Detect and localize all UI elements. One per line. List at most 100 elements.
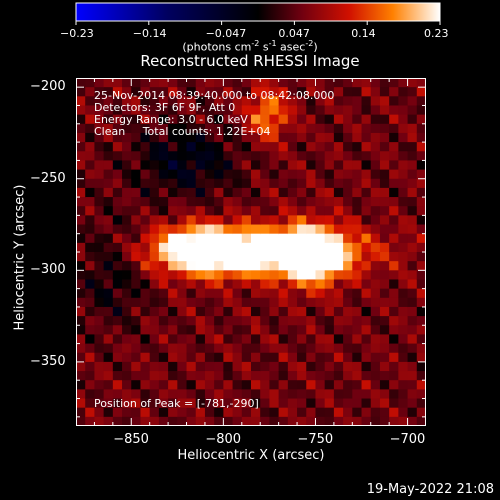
- heatmap-cell: [168, 261, 178, 271]
- heatmap-cell: [103, 187, 114, 198]
- heatmap-cell: [131, 270, 142, 281]
- heatmap-cell: [112, 197, 123, 207]
- heatmap-cell: [103, 160, 114, 171]
- heatmap-cell: [287, 123, 298, 134]
- heatmap-cell: [214, 389, 224, 400]
- heatmap-cell: [103, 123, 114, 134]
- heatmap-cell: [269, 215, 280, 226]
- heatmap-cell: [306, 261, 317, 271]
- heatmap-cell: [416, 169, 426, 180]
- heatmap-cell: [416, 306, 426, 317]
- heatmap-cell: [297, 380, 307, 390]
- heatmap-cell: [122, 142, 132, 152]
- heatmap-cell: [186, 380, 197, 390]
- heatmap-cell: [232, 233, 243, 244]
- heatmap-cell: [306, 389, 317, 400]
- heatmap-cell: [204, 297, 215, 308]
- heatmap-cell: [241, 114, 252, 125]
- heatmap-cell: [343, 371, 353, 381]
- heatmap-cell: [168, 306, 178, 317]
- heatmap-cell: [103, 416, 114, 426]
- heatmap-cell: [214, 416, 224, 426]
- heatmap-cell: [315, 105, 326, 116]
- heatmap-cell: [315, 407, 326, 418]
- heatmap-cell: [76, 78, 86, 88]
- heatmap-cell: [103, 270, 114, 281]
- heatmap-cell: [324, 151, 335, 162]
- heatmap-cell: [232, 224, 243, 235]
- heatmap-cell: [112, 334, 123, 345]
- heatmap-cell: [158, 242, 169, 253]
- heatmap-cell: [306, 215, 317, 226]
- heatmap-cell: [223, 380, 234, 390]
- heatmap-cell: [168, 169, 178, 180]
- heatmap-cell: [223, 352, 234, 363]
- heatmap-cell: [232, 270, 243, 281]
- heatmap-cell: [361, 114, 372, 125]
- heatmap-cell: [361, 169, 372, 180]
- heatmap-cell: [416, 261, 426, 271]
- heatmap-cell: [297, 142, 307, 152]
- heatmap-cell: [333, 389, 344, 400]
- heatmap-cell: [315, 343, 326, 354]
- heatmap-cell: [168, 270, 178, 281]
- heatmap-cell: [112, 242, 123, 253]
- heatmap-cell: [168, 160, 178, 171]
- heatmap-cell: [149, 169, 160, 180]
- heatmap-cell: [186, 215, 197, 226]
- heatmap-cell: [407, 252, 418, 262]
- heatmap-cell: [260, 78, 271, 88]
- heatmap-cell: [131, 114, 142, 125]
- heatmap-cell: [269, 261, 280, 271]
- heatmap-cell: [251, 160, 261, 171]
- heatmap-cell: [140, 407, 151, 418]
- heatmap-cell: [379, 197, 390, 207]
- heatmap-cell: [85, 114, 96, 125]
- heatmap-cell: [287, 352, 298, 363]
- heatmap-cell: [389, 297, 399, 308]
- heatmap-cell: [112, 279, 123, 290]
- heatmap-cell: [260, 270, 271, 281]
- heatmap-cell: [324, 389, 335, 400]
- heatmap-cell: [379, 279, 390, 290]
- heatmap-cell: [122, 398, 132, 409]
- heatmap-cell: [407, 343, 418, 354]
- heatmap-cell: [94, 160, 105, 171]
- heatmap-cell: [361, 123, 372, 134]
- heatmap-cell: [389, 123, 399, 134]
- heatmap-cell: [94, 371, 105, 381]
- heatmap-cell: [260, 297, 271, 308]
- heatmap-cell: [204, 96, 215, 107]
- heatmap-cell: [333, 297, 344, 308]
- heatmap-cell: [306, 123, 317, 134]
- heatmap-cell: [112, 114, 123, 125]
- heatmap-cell: [269, 380, 280, 390]
- heatmap-cell: [241, 197, 252, 207]
- heatmap-cell: [287, 215, 298, 226]
- heatmap-cell: [398, 87, 409, 97]
- heatmap-cell: [177, 407, 188, 418]
- heatmap-cell: [85, 242, 96, 253]
- heatmap-cell: [158, 78, 169, 88]
- heatmap-cell: [131, 334, 142, 345]
- heatmap-cell: [370, 178, 381, 189]
- heatmap-cell: [306, 270, 317, 281]
- heatmap-cell: [103, 178, 114, 189]
- heatmap-cell: [352, 151, 363, 162]
- heatmap-cell: [278, 297, 289, 308]
- heatmap-cell: [297, 288, 307, 299]
- colorbar-tick-label: −0.047: [205, 27, 247, 40]
- heatmap-cell: [389, 105, 399, 116]
- heatmap-cell: [168, 279, 178, 290]
- heatmap-cell: [140, 361, 151, 372]
- heatmap-cell: [260, 160, 271, 171]
- heatmap-cell: [324, 316, 335, 326]
- heatmap-cell: [122, 306, 132, 317]
- heatmap-cell: [149, 288, 160, 299]
- heatmap-cell: [352, 416, 363, 426]
- heatmap-cell: [315, 261, 326, 271]
- heatmap-cell: [94, 105, 105, 116]
- heatmap-cell: [158, 187, 169, 198]
- heatmap-cell: [195, 215, 206, 226]
- heatmap-cell: [112, 123, 123, 134]
